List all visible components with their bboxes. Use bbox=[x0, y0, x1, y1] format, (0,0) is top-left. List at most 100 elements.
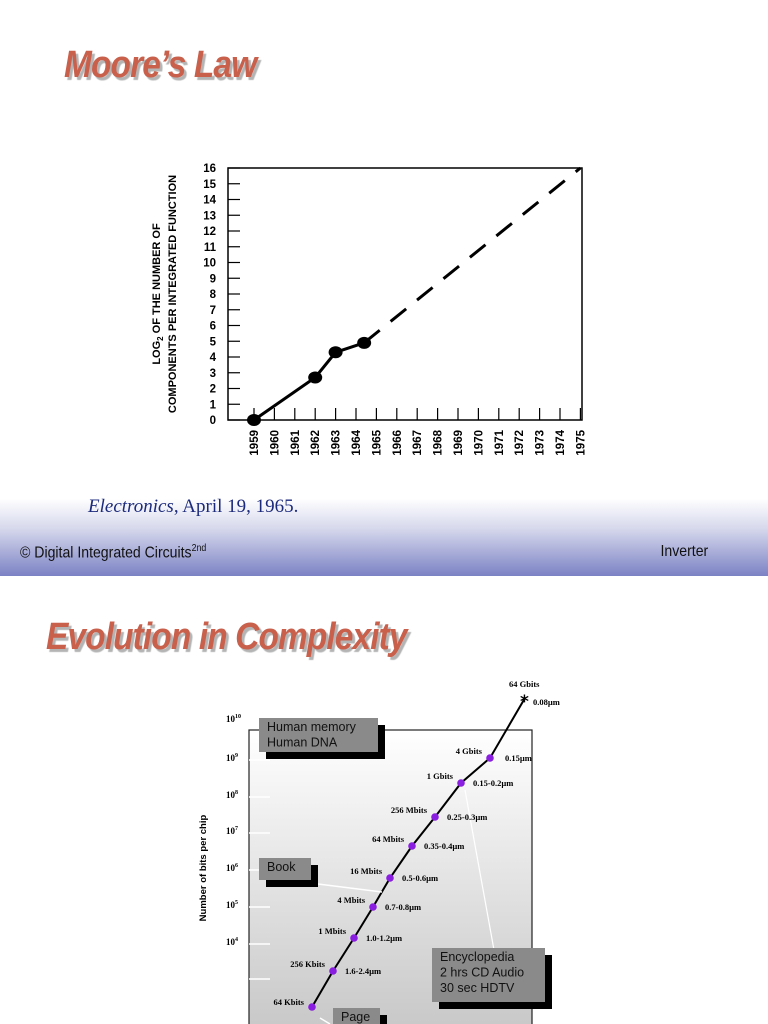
y-tick-label: 1010 bbox=[226, 714, 241, 724]
y-tick-label: 9 bbox=[210, 273, 216, 285]
feature-size-label: 1.6-2.4µm bbox=[345, 966, 381, 976]
x-tick-label: 1969 bbox=[453, 430, 465, 456]
point-label: 1 Gbits bbox=[427, 771, 454, 781]
y-tick-label: 106 bbox=[226, 863, 238, 873]
data-point bbox=[386, 874, 394, 882]
x-tick-label: 1961 bbox=[290, 429, 302, 455]
feature-size-label: 0.7-0.8µm bbox=[385, 902, 421, 912]
data-point bbox=[328, 346, 343, 359]
x-tick-label: 1962 bbox=[310, 430, 322, 456]
data-point bbox=[329, 967, 337, 975]
y-tick-label: 5 bbox=[210, 336, 217, 348]
callout-encyclopedia-text: 2 hrs CD Audio bbox=[440, 966, 524, 980]
point-label: 64 Kbits bbox=[274, 997, 305, 1007]
x-tick-label: 1975 bbox=[575, 429, 587, 455]
feature-size-label: 0.25-0.3µm bbox=[447, 812, 487, 822]
x-tick-label: 1972 bbox=[514, 430, 526, 456]
point-label: 64 Mbits bbox=[372, 834, 405, 844]
footer-chapter: Inverter bbox=[660, 543, 708, 560]
plot-frame bbox=[227, 167, 583, 421]
data-point bbox=[308, 371, 323, 384]
point-label: 1 Mbits bbox=[318, 926, 346, 936]
y-tick-label: 7 bbox=[210, 305, 216, 317]
callout-human-memory-box bbox=[259, 718, 378, 752]
y-tick-label: 2 bbox=[210, 384, 216, 396]
callout-encyclopedia-box bbox=[432, 948, 545, 1002]
data-point bbox=[308, 1003, 316, 1011]
source-date: , April 19, 1965. bbox=[173, 496, 299, 517]
callout-page-text: Page bbox=[341, 1010, 370, 1024]
callout-encyclopedia-text: 30 sec HDTV bbox=[440, 981, 515, 995]
y-tick-label: 6 bbox=[210, 321, 216, 333]
y-axis-label-line2: COMPONENTS PER INTEGRATED FUNCTION bbox=[167, 175, 179, 413]
y-tick-label: 14 bbox=[203, 195, 216, 207]
x-tick-label: 1963 bbox=[331, 430, 343, 456]
footer-course-text: © Digital Integrated Circuits bbox=[20, 544, 192, 562]
y-tick-label: 109 bbox=[226, 753, 238, 763]
footer-band: © Digital Integrated Circuits2nd Inverte… bbox=[0, 490, 768, 576]
slide-moores-law: Moore’s Law 0 1 2 3 4 5 6 7 8 9 10 11 12 13 14 15 16 1959… bbox=[0, 44, 768, 576]
x-tick-label: 1964 bbox=[351, 429, 363, 455]
feature-size-label: 0.35-0.4µm bbox=[424, 841, 464, 851]
slide-title: Evolution in Complexity bbox=[46, 616, 408, 658]
point-label: 256 Mbits bbox=[391, 805, 428, 815]
extrapolation-line bbox=[363, 166, 582, 344]
data-point bbox=[247, 414, 261, 426]
point-label: 4 Gbits bbox=[456, 746, 483, 756]
star-marker: * bbox=[520, 692, 529, 712]
data-point bbox=[369, 903, 377, 911]
y-tick-label: 3 bbox=[210, 368, 216, 380]
data-point bbox=[457, 779, 465, 787]
callout-arrow-page bbox=[319, 1017, 331, 1024]
y-tick-label: 16 bbox=[203, 163, 216, 175]
x-tick-label: 1970 bbox=[473, 430, 485, 456]
point-label: 16 Mbits bbox=[350, 866, 383, 876]
data-point bbox=[408, 842, 416, 850]
y-tick-label: 0 bbox=[210, 415, 216, 427]
callout-arrow-encyclopedia bbox=[464, 789, 495, 951]
data-point bbox=[486, 754, 494, 762]
trend-line bbox=[311, 697, 526, 1008]
callout-arrow-book bbox=[317, 883, 383, 893]
x-tick-label: 1960 bbox=[269, 430, 281, 456]
callout-page-box bbox=[333, 1008, 380, 1024]
data-point bbox=[350, 934, 358, 942]
y-tick-label: 13 bbox=[203, 210, 216, 222]
feature-size-label: 0.08µm bbox=[533, 697, 560, 707]
y-tick-label: 108 bbox=[226, 790, 238, 800]
x-tick-label: 1974 bbox=[555, 429, 567, 455]
footer-edition: 2nd bbox=[191, 543, 207, 554]
callout-book-box bbox=[259, 858, 311, 880]
x-tick-label: 1959 bbox=[249, 430, 261, 456]
data-point bbox=[431, 813, 439, 821]
data-point bbox=[357, 336, 372, 349]
y-tick-label: 1 bbox=[210, 399, 217, 411]
feature-size-label: 1.0-1.2µm bbox=[366, 933, 402, 943]
y-tick-label: 15 bbox=[203, 179, 216, 191]
y-tick-label: 11 bbox=[204, 242, 217, 254]
y-tick-label: 12 bbox=[203, 226, 216, 238]
point-label: 256 Kbits bbox=[290, 959, 325, 969]
x-tick-label: 1967 bbox=[412, 430, 424, 456]
x-tick-label: 1968 bbox=[433, 429, 445, 455]
point-label: 64 Gbits bbox=[509, 679, 540, 689]
footer-course: © Digital Integrated Circuits2nd bbox=[20, 543, 206, 562]
complexity-chart: 1010 109 108 107 106 105 104 Number of bits per… bbox=[198, 679, 560, 1024]
x-tick-label: 1973 bbox=[535, 430, 547, 456]
y-axis-label: Number of bits per chip bbox=[198, 814, 209, 921]
callout-human-memory-text: Human DNA bbox=[267, 736, 338, 750]
x-tick-label: 1965 bbox=[371, 429, 383, 455]
slide-title: Moore’s Law bbox=[64, 44, 257, 86]
y-tick-label: 8 bbox=[210, 289, 217, 301]
y-tick-label: 107 bbox=[226, 826, 238, 836]
source-citation: Electronics, April 19, 1965. bbox=[88, 496, 298, 518]
callout-book-text: Book bbox=[267, 860, 296, 874]
point-label: 4 Mbits bbox=[337, 895, 365, 905]
feature-size-label: 0.5-0.6µm bbox=[402, 873, 438, 883]
slide-evolution-complexity: Evolution in Complexity 1010 109 108 107 106… bbox=[0, 576, 768, 1024]
x-tick-label: 1966 bbox=[392, 430, 404, 456]
feature-size-label: 0.15µm bbox=[505, 753, 532, 763]
x-tick-label: 1971 bbox=[494, 429, 506, 455]
source-journal: Electronics bbox=[88, 496, 174, 517]
